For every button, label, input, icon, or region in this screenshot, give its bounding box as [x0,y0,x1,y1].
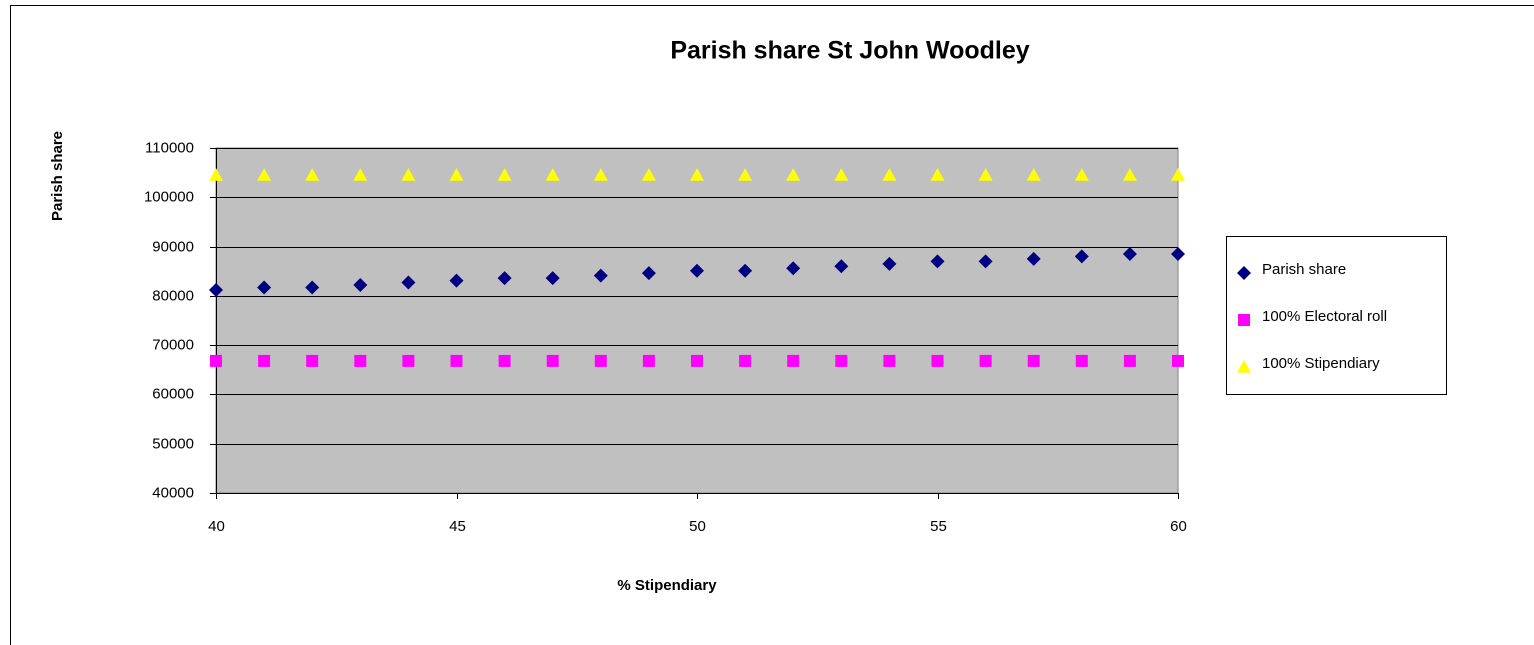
point [545,168,560,181]
point [593,268,608,283]
x-tick-label: 55 [930,518,947,535]
point [209,168,223,181]
y-tick-label: 60000 [152,385,194,402]
point [1026,251,1041,266]
point [1122,168,1137,181]
point [786,261,801,276]
point [449,273,464,288]
point [401,168,416,181]
point [545,271,560,286]
point [739,354,752,367]
point [497,271,512,286]
point [353,278,368,293]
point [882,256,897,271]
point [450,354,463,367]
point [402,354,415,367]
point [787,354,800,367]
y-tick-label: 40000 [152,484,194,501]
y-tick-label: 80000 [152,287,194,304]
legend-marker [1237,360,1251,373]
point [979,354,992,367]
point [1026,168,1041,181]
point [641,168,656,181]
point [305,168,320,181]
point [353,168,368,181]
point [1171,246,1185,261]
legend-label: 100% Electoral roll [1262,308,1387,325]
point [738,263,753,278]
point [306,354,319,367]
point [401,275,416,290]
x-tick-label: 40 [208,518,225,535]
legend-label: 100% Stipendiary [1262,355,1380,372]
point [930,254,945,269]
point [209,282,223,297]
point [930,168,945,181]
point [786,168,801,181]
point [305,280,320,295]
point [978,254,993,269]
legend-marker [1237,266,1251,280]
point [834,259,849,274]
y-tick-label: 50000 [152,435,194,452]
point [1122,246,1137,261]
y-axis-label: Parish share [49,131,66,221]
point [1171,168,1185,181]
point [690,168,704,181]
point [834,168,849,181]
point [354,354,367,367]
point [546,354,559,367]
y-tick-label: 110000 [145,139,194,156]
point [257,280,272,295]
x-axis-label: % Stipendiary [617,577,717,594]
chart-title: Parish share St John Woodley [670,37,1029,65]
point [642,354,655,367]
point [594,354,607,367]
point [498,354,511,367]
point [449,168,464,181]
legend-box [1226,236,1447,395]
point [835,354,848,367]
point [691,354,703,367]
point [883,354,896,367]
point [258,354,271,367]
point [1027,354,1040,367]
point [738,168,753,181]
point [690,263,704,278]
legend-label: Parish share [1262,261,1346,278]
y-tick-label: 100000 [144,188,194,205]
point [1074,249,1089,264]
point [257,168,272,181]
point [978,168,993,181]
y-tick-label: 70000 [152,336,194,353]
point [210,354,222,367]
point [593,168,608,181]
x-tick-label: 45 [449,518,466,535]
point [931,354,944,367]
x-tick-label: 60 [1170,518,1187,535]
point [1123,354,1136,367]
point [497,168,512,181]
point [882,168,897,181]
point [641,266,656,281]
point [1172,354,1184,367]
y-tick-label: 90000 [152,238,194,255]
plot-area [215,147,1179,494]
legend-marker [1238,314,1250,326]
x-tick-label: 50 [689,518,706,535]
point [1074,168,1089,181]
point [1075,354,1088,367]
